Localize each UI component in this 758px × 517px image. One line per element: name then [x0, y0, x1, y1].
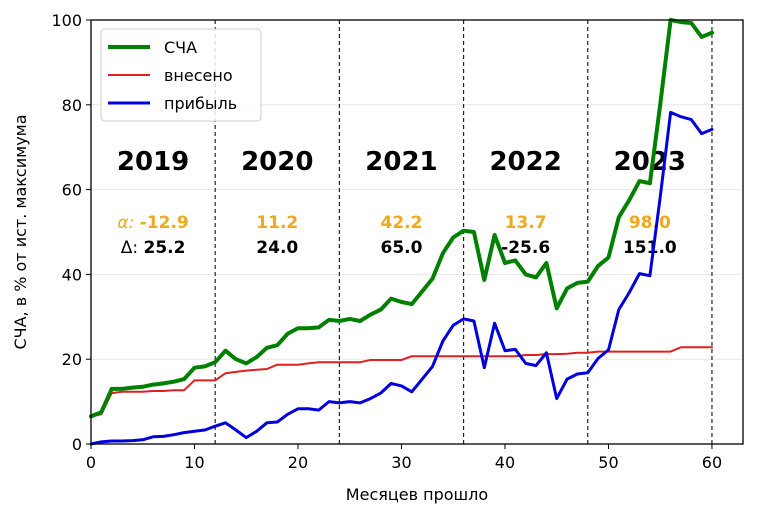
legend-box	[100, 28, 262, 122]
series-line	[89, 110, 714, 446]
x-tick-label: 10	[184, 453, 204, 472]
delta-value: Δ: 25.2	[121, 238, 186, 258]
year-label: 2020	[241, 147, 313, 177]
series-line	[89, 18, 714, 419]
y-axis-title: СЧА, в % от ист. максимума	[11, 114, 30, 349]
alpha-value: 11.2	[256, 213, 298, 233]
x-tick-label: 40	[495, 453, 515, 472]
y-tick-label: 20	[62, 350, 82, 369]
delta-value: 151.0	[623, 238, 677, 258]
x-tick-label: 20	[288, 453, 308, 472]
alpha-value: 98.0	[629, 213, 671, 233]
x-tick-label: 0	[86, 453, 96, 472]
year-label: 2019	[117, 147, 189, 177]
year-label: 2021	[365, 147, 437, 177]
year-annotations: 2019 α: -12.9 Δ: 25.2 2020 11.2 24.0 2021 42.2 6…	[117, 147, 686, 258]
alpha-value: 13.7	[505, 213, 547, 233]
delta-value: 24.0	[256, 238, 298, 258]
x-tick-label: 30	[391, 453, 411, 472]
y-tick-label: 0	[72, 435, 82, 454]
alpha-value: α: -12.9	[117, 213, 188, 233]
alpha-value: 42.2	[380, 213, 422, 233]
x-axis: 0 10 20 30 40 50 60	[86, 444, 722, 472]
year-label: 2022	[489, 147, 561, 177]
y-tick-label: 60	[62, 181, 82, 200]
x-tick-label: 50	[598, 453, 618, 472]
plot-frame	[90, 19, 744, 445]
x-axis-title: Месяцев прошло	[346, 485, 488, 504]
series-line	[90, 346, 713, 418]
y-tick-label: 40	[62, 265, 82, 284]
delta-value: -25.6	[501, 238, 550, 258]
delta-value: 65.0	[380, 238, 422, 258]
series-lines	[89, 18, 714, 446]
legend: СЧА внесено прибыль	[100, 28, 262, 122]
y-tick-label: 80	[62, 96, 82, 115]
y-tick-label: 100	[51, 11, 82, 30]
legend-label-profit: прибыль	[164, 94, 237, 113]
x-tick-label: 60	[702, 453, 722, 472]
legend-label-nav: СЧА	[164, 38, 197, 57]
y-axis: 0 20 40 60 80 100	[51, 11, 91, 454]
legend-label-contributed: внесено	[164, 66, 233, 85]
